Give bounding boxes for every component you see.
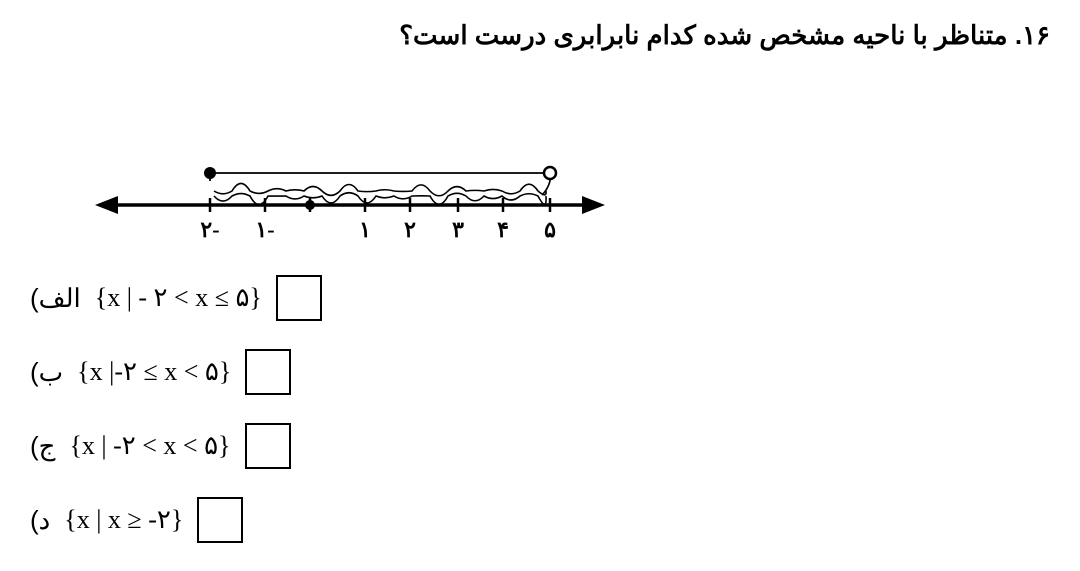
option-checkbox[interactable] (276, 275, 322, 321)
option-label: الف) (30, 283, 81, 314)
option-checkbox[interactable] (197, 497, 243, 543)
number-line: -۲ -۱ ۱ ۲ ۳ ۴ ۵ (90, 135, 610, 255)
svg-text:۴: ۴ (497, 217, 509, 242)
option-c: ج) {x | -۲ < x < ۵} (30, 423, 1050, 469)
option-d: د) {x | x ≥ -۲} (30, 497, 1050, 543)
svg-text:۳: ۳ (452, 217, 464, 242)
option-set: {x | -۲ < x < ۵} (69, 431, 230, 461)
question-number: ۱۶. (1015, 20, 1050, 50)
svg-text:۱: ۱ (359, 217, 371, 242)
option-b: ب) {x |-۲ ≤ x < ۵} (30, 349, 1050, 395)
question-text: ۱۶. متناظر با ناحیه مشخص شده کدام نابراب… (399, 20, 1050, 51)
option-checkbox[interactable] (245, 423, 291, 469)
svg-text:-۲: -۲ (200, 217, 219, 242)
option-set: {x | - ۲ < x ≤ ۵} (95, 283, 262, 313)
svg-text:-۱: -۱ (255, 217, 274, 242)
question-body: متناظر با ناحیه مشخص شده کدام نابرابری د… (399, 20, 1007, 50)
option-label: د) (30, 505, 50, 536)
option-checkbox[interactable] (245, 349, 291, 395)
svg-text:۲: ۲ (404, 217, 416, 242)
options-list: الف) {x | - ۲ < x ≤ ۵} ب) {x |-۲ ≤ x < ۵… (30, 275, 1050, 571)
option-set: {x |-۲ ≤ x < ۵} (77, 357, 231, 387)
option-set: {x | x ≥ -۲} (64, 505, 183, 535)
option-label: ب) (30, 357, 63, 388)
svg-text:۵: ۵ (544, 217, 556, 242)
option-a: الف) {x | - ۲ < x ≤ ۵} (30, 275, 1050, 321)
option-label: ج) (30, 431, 55, 462)
